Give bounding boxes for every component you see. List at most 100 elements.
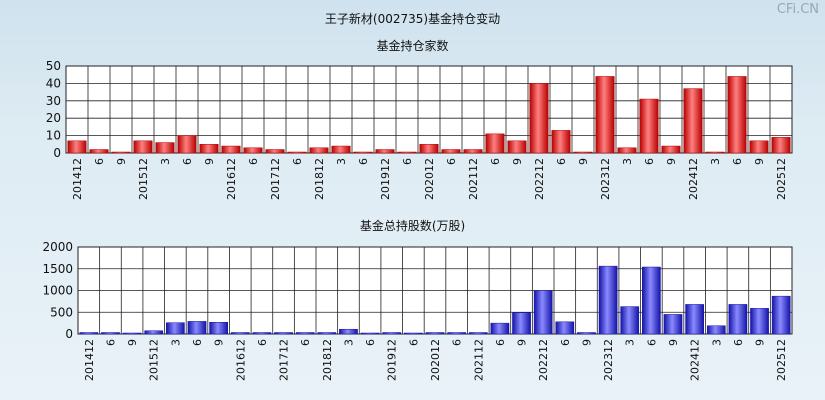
x-tick-label: 3 — [335, 158, 348, 165]
bar — [529, 83, 549, 154]
bar — [642, 266, 661, 335]
x-tick-label: 202012 — [429, 339, 442, 381]
x-tick-label: 6 — [445, 158, 458, 165]
y-tick-label: 0 — [65, 327, 73, 341]
bar — [317, 332, 337, 335]
x-tick-label: 202212 — [533, 158, 546, 200]
bar — [209, 322, 228, 335]
x-tick-label: 3 — [624, 339, 637, 346]
bar — [683, 88, 703, 154]
x-tick-label: 6 — [451, 339, 464, 346]
x-tick-label: 3 — [621, 158, 634, 165]
bar — [89, 149, 109, 154]
chart-2-title: 基金总持股数(万股) — [359, 219, 466, 233]
x-tick-label: 6 — [256, 339, 269, 346]
y-tick-label: 2000 — [42, 240, 73, 254]
x-tick-label: 6 — [407, 339, 420, 346]
bar — [265, 149, 285, 154]
page-title: 王子新材(002735)基金持仓变动 — [324, 12, 501, 26]
x-tick-label: 6 — [731, 158, 744, 165]
y-tick-label: 0 — [53, 146, 61, 160]
x-tick-label: 6 — [489, 158, 502, 165]
x-tick-label: 6 — [364, 339, 377, 346]
bar — [353, 151, 373, 154]
bar — [309, 147, 329, 154]
bar — [397, 151, 417, 154]
bar — [375, 149, 395, 154]
x-tick-label: 201712 — [269, 158, 282, 200]
bar — [490, 322, 510, 335]
y-tick-label: 50 — [46, 59, 61, 73]
bar — [360, 332, 380, 335]
x-tick-label: 6 — [645, 339, 658, 346]
bar — [67, 140, 87, 154]
x-tick-label: 9 — [203, 158, 216, 165]
bar — [463, 149, 483, 154]
bar — [230, 332, 250, 335]
x-tick-label: 202012 — [423, 158, 436, 200]
bar — [639, 98, 659, 154]
x-tick-label: 6 — [559, 339, 572, 346]
x-tick-label: 201812 — [321, 339, 334, 381]
bar — [133, 140, 153, 154]
bar — [419, 144, 439, 154]
bar — [166, 322, 185, 335]
x-tick-label: 9 — [516, 339, 529, 346]
x-tick-label: 6 — [104, 339, 117, 346]
bar — [101, 332, 120, 335]
y-tick-label: 20 — [46, 111, 61, 125]
bar — [595, 76, 615, 154]
bar — [122, 332, 142, 335]
x-tick-label: 6 — [401, 158, 414, 165]
bar — [295, 332, 315, 335]
bar — [468, 332, 488, 335]
x-tick-label: 6 — [643, 158, 656, 165]
x-tick-label: 6 — [555, 158, 568, 165]
bar — [685, 304, 704, 335]
x-tick-label: 202312 — [599, 158, 612, 200]
bar — [749, 140, 769, 154]
bar — [447, 332, 466, 335]
bar — [221, 145, 241, 154]
y-tick-label: 30 — [46, 94, 61, 108]
bar — [441, 149, 461, 154]
watermark: CFi.CN — [776, 2, 819, 17]
bar — [404, 332, 423, 335]
bar — [79, 332, 99, 335]
bar — [728, 304, 748, 335]
x-tick-label: 202112 — [472, 339, 485, 381]
x-tick-label: 202112 — [467, 158, 480, 200]
x-tick-label: 3 — [342, 339, 355, 346]
x-tick-label: 201612 — [225, 158, 238, 200]
bar — [617, 147, 637, 154]
bar — [573, 151, 593, 154]
bar — [144, 330, 164, 335]
y-tick-label: 1000 — [42, 284, 73, 298]
x-tick-label: 9 — [511, 158, 524, 165]
x-tick-label: 201412 — [71, 158, 84, 200]
x-tick-label: 202512 — [775, 339, 788, 381]
x-tick-label: 6 — [299, 339, 312, 346]
bar — [705, 151, 725, 154]
x-tick-label: 6 — [181, 158, 194, 165]
x-tick-label: 9 — [126, 339, 139, 346]
y-tick-label: 40 — [46, 76, 61, 90]
x-tick-label: 201612 — [234, 339, 247, 381]
bar — [663, 314, 683, 335]
x-tick-label: 201412 — [83, 339, 96, 381]
bar — [661, 145, 681, 154]
bar — [382, 332, 402, 335]
bar — [287, 151, 307, 154]
x-tick-label: 3 — [709, 158, 722, 165]
bar — [750, 308, 769, 335]
bar — [507, 140, 527, 154]
x-tick-label: 9 — [580, 339, 593, 346]
x-tick-label: 9 — [667, 339, 680, 346]
x-tick-label: 9 — [577, 158, 590, 165]
bar — [620, 306, 640, 335]
bar — [727, 76, 747, 154]
x-tick-label: 6 — [93, 158, 106, 165]
x-tick-label: 6 — [732, 339, 745, 346]
